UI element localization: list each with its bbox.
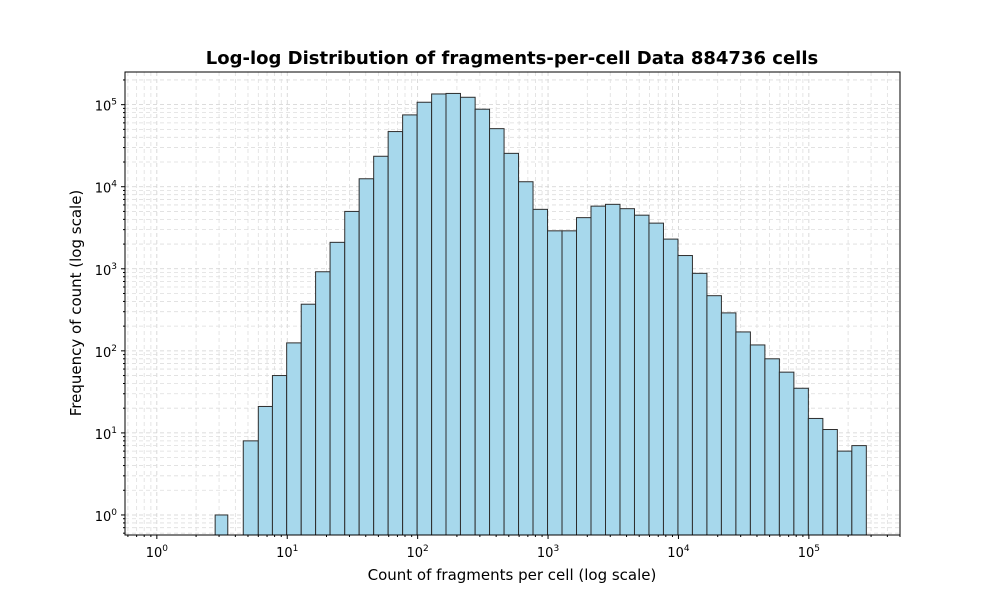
x-tick-label: 105 (798, 544, 820, 561)
histogram-bar (503, 152, 520, 536)
histogram-bar (691, 272, 708, 536)
axis-tick-labels: 100 101 102 103 104 105 100 101 102 103 104 105 (95, 98, 820, 561)
histogram-bar (387, 131, 404, 536)
plot-frame (124, 71, 901, 536)
axis-ticks (121, 79, 901, 539)
histogram-bar (518, 181, 534, 536)
x-tick-label: 103 (537, 544, 559, 561)
histogram-bar (329, 241, 346, 536)
histogram-bar (431, 93, 447, 536)
histogram-bar (793, 387, 809, 536)
histogram-bar (271, 375, 288, 536)
histogram-bar (590, 205, 607, 536)
histogram-bar (677, 255, 693, 536)
y-tick-label: 103 (95, 262, 117, 279)
histogram-bar (749, 344, 766, 536)
histogram-bar (764, 358, 780, 536)
histogram-bar (257, 405, 273, 536)
y-tick-label: 102 (95, 344, 117, 361)
histogram-bar (778, 371, 795, 536)
x-tick-label: 100 (146, 544, 169, 561)
histogram-bar (532, 208, 549, 536)
chart-title: Log-log Distribution of fragments-per-ce… (206, 48, 818, 69)
y-tick-label: 100 (95, 508, 118, 525)
histogram-bar (286, 342, 302, 536)
histogram-bar (214, 514, 229, 536)
histogram-bar (358, 178, 375, 536)
x-tick-label: 102 (407, 544, 429, 561)
y-tick-label: 101 (95, 426, 117, 443)
histogram-bar (662, 238, 679, 536)
histogram-bar (300, 303, 317, 536)
histogram-bar (402, 114, 418, 536)
histogram-bar (373, 155, 389, 536)
histogram-bar (445, 92, 461, 536)
histogram-bar (619, 208, 635, 536)
histogram-bar (836, 450, 853, 536)
histogram-bar (474, 108, 491, 536)
histogram-bar (706, 295, 722, 536)
x-tick-label: 101 (276, 544, 298, 561)
y-axis-label: Frequency of count (log scale) (67, 190, 85, 417)
histogram-bar (242, 440, 259, 536)
histogram-bar (547, 230, 563, 536)
histogram-bar (561, 230, 578, 536)
histogram-bar (344, 210, 360, 536)
histogram-bar (648, 222, 664, 536)
histogram-bar (416, 101, 433, 536)
histogram-bar (735, 331, 751, 536)
histogram-bar (605, 203, 621, 536)
histogram-bar (633, 214, 650, 536)
histogram-bar (315, 271, 331, 536)
histogram-bar (807, 417, 824, 536)
histogram-bar (851, 445, 867, 536)
x-tick-label: 104 (667, 544, 690, 561)
histogram-bar (720, 312, 737, 536)
histogram-bar (459, 96, 476, 536)
histogram-bar (822, 429, 838, 536)
y-tick-label: 105 (95, 98, 117, 115)
histogram-bars (214, 92, 867, 536)
x-axis-label: Count of fragments per cell (log scale) (368, 566, 657, 584)
histogram-bar (489, 128, 505, 536)
histogram-bar (576, 217, 592, 536)
y-tick-label: 104 (95, 180, 118, 197)
